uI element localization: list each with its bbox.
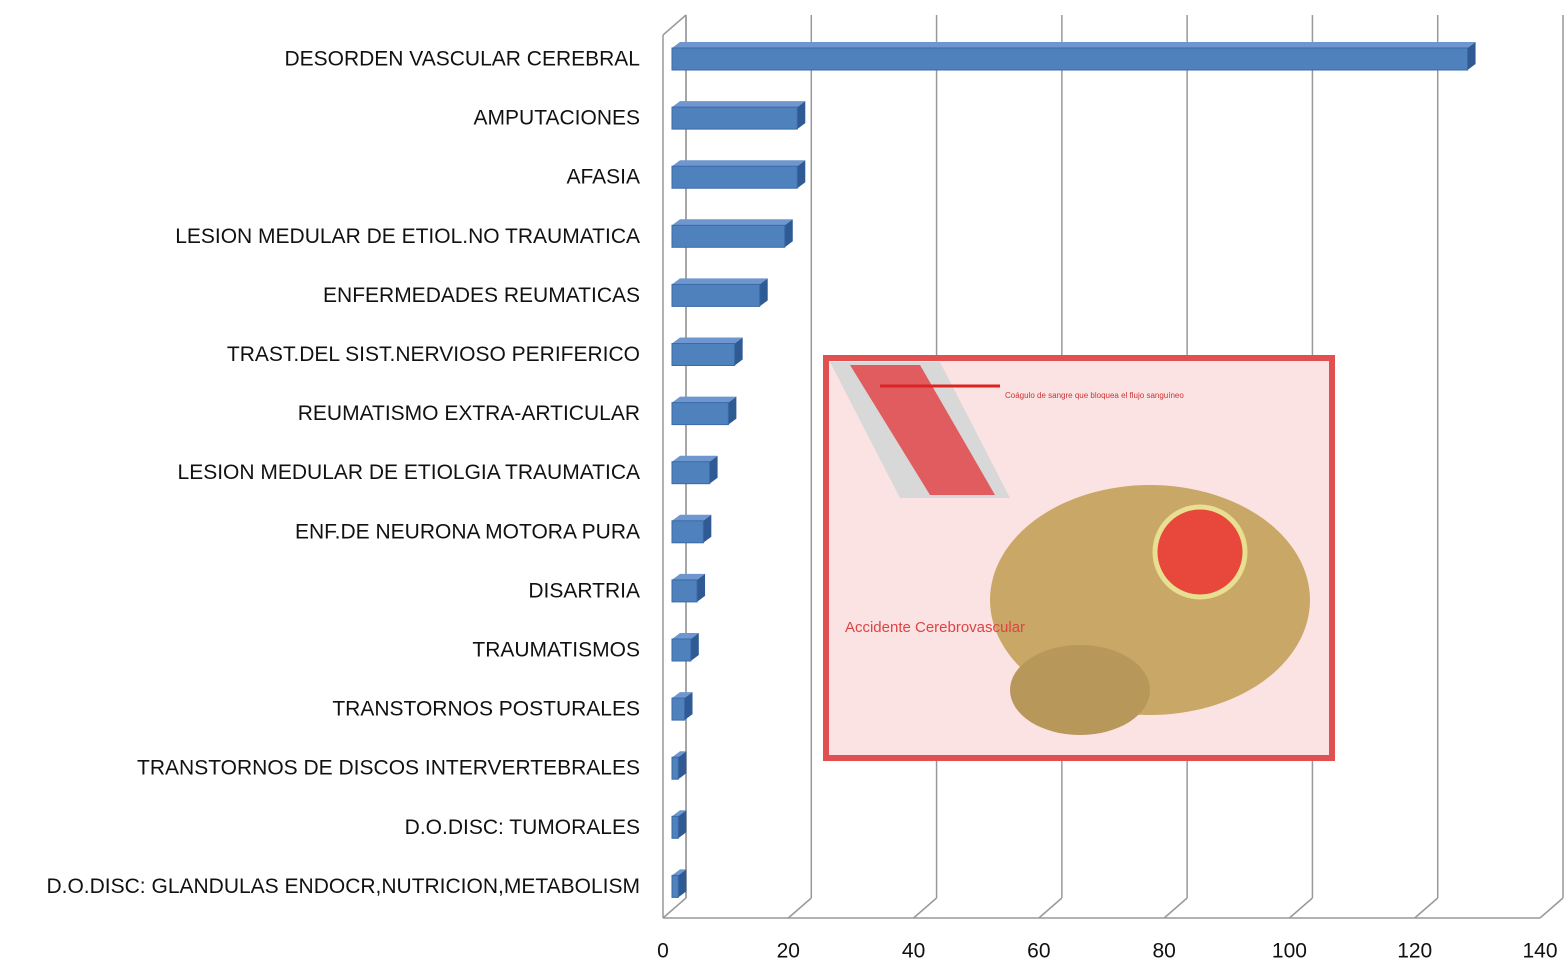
y-tick-label: TRAST.DEL SIST.NERVIOSO PERIFERICO	[227, 343, 640, 366]
bar-side	[709, 455, 718, 484]
bar	[671, 106, 798, 130]
annotation: Coágulo de sangre que bloquea el flujo s…	[1005, 391, 1184, 400]
bar-side	[784, 219, 793, 248]
x-tick-label: 20	[777, 940, 800, 963]
bar-top	[672, 455, 718, 462]
y-tick-label: AMPUTACIONES	[474, 107, 640, 130]
bar-side	[697, 573, 706, 602]
grid-floor	[1414, 897, 1439, 919]
y-tick-label: ENF.DE NEURONA MOTORA PURA	[295, 520, 640, 543]
grid-floor	[1539, 897, 1564, 919]
bar-top	[672, 573, 706, 580]
bar-top	[672, 219, 793, 226]
brain-cerebellum	[1010, 645, 1150, 735]
bar-side	[759, 278, 768, 307]
bar-top	[672, 396, 737, 403]
bar-top	[672, 633, 699, 639]
vessel-clot	[850, 365, 995, 495]
x-tick-label: 100	[1272, 940, 1307, 963]
grid-floor	[913, 897, 938, 919]
y-tick-label: TRAUMATISMOS	[472, 639, 640, 662]
bar-top	[672, 514, 712, 521]
grid-floor	[1038, 897, 1063, 919]
bar-side	[678, 810, 687, 839]
bar	[671, 343, 736, 366]
bar-top	[672, 751, 687, 758]
x-tick-label: 80	[1152, 940, 1175, 963]
bar-side	[734, 337, 743, 366]
bar	[671, 756, 679, 780]
grid-floor	[1288, 897, 1313, 919]
bar-top	[672, 42, 1476, 48]
bar-side	[684, 692, 693, 721]
bar	[671, 47, 1469, 71]
bar-top	[672, 337, 743, 344]
y-tick-label: D.O.DISC: TUMORALES	[405, 816, 640, 839]
bar	[671, 165, 798, 189]
y-tick-label: LESION MEDULAR DE ETIOL.NO TRAUMATICA	[175, 225, 640, 248]
bar-side	[678, 751, 687, 780]
y-tick-label: D.O.DISC: GLANDULAS ENDOCR,NUTRICION,MET…	[46, 875, 640, 898]
x-tick-label: 140	[1522, 940, 1557, 963]
y-tick-label: LESION MEDULAR DE ETIOLGIA TRAUMATICA	[178, 461, 640, 484]
bar-top	[672, 869, 687, 876]
illustration: Accidente Cerebrovascular Coágulo de san…	[823, 355, 1335, 761]
bar-top	[672, 101, 806, 108]
bar-side	[797, 101, 806, 130]
y-tick-label: TRANSTORNOS POSTURALES	[332, 698, 640, 721]
bar	[671, 697, 686, 721]
bar	[671, 815, 679, 839]
bar-top	[672, 810, 687, 817]
stroke-area	[1152, 504, 1248, 600]
bar	[671, 579, 698, 603]
axis-wall	[662, 14, 687, 36]
y-tick-label: DESORDEN VASCULAR CEREBRAL	[284, 48, 640, 71]
bar-top	[672, 278, 768, 285]
bar-side	[1467, 42, 1476, 70]
bar	[671, 402, 729, 426]
bar	[671, 224, 786, 248]
grid-floor	[1163, 897, 1188, 919]
grid-floor	[787, 897, 812, 919]
bar-side	[703, 514, 712, 543]
bar	[671, 874, 679, 898]
y-tick-label: DISARTRIA	[528, 579, 640, 602]
x-tick-label: 120	[1397, 940, 1432, 963]
bar	[671, 283, 761, 307]
bar-side	[690, 633, 699, 661]
bar-top	[672, 692, 693, 699]
y-tick-label: REUMATISMO EXTRA-ARTICULAR	[298, 402, 640, 425]
y-tick-label: TRANSTORNOS DE DISCOS INTERVERTEBRALES	[137, 757, 640, 780]
bar-top	[672, 160, 806, 167]
x-tick-label: 40	[902, 940, 925, 963]
bar-side	[797, 160, 806, 189]
x-tick-label: 60	[1027, 940, 1050, 963]
bar	[671, 461, 711, 485]
annotation: Accidente Cerebrovascular	[845, 619, 1025, 636]
x-tick-label: 0	[657, 940, 669, 963]
grid-floor	[662, 897, 687, 919]
bar	[671, 520, 704, 544]
y-tick-label: AFASIA	[566, 166, 640, 189]
bar-side	[678, 869, 687, 898]
y-tick-label: ENFERMEDADES REUMATICAS	[323, 284, 640, 307]
bar-side	[728, 396, 737, 425]
bar	[671, 638, 692, 662]
